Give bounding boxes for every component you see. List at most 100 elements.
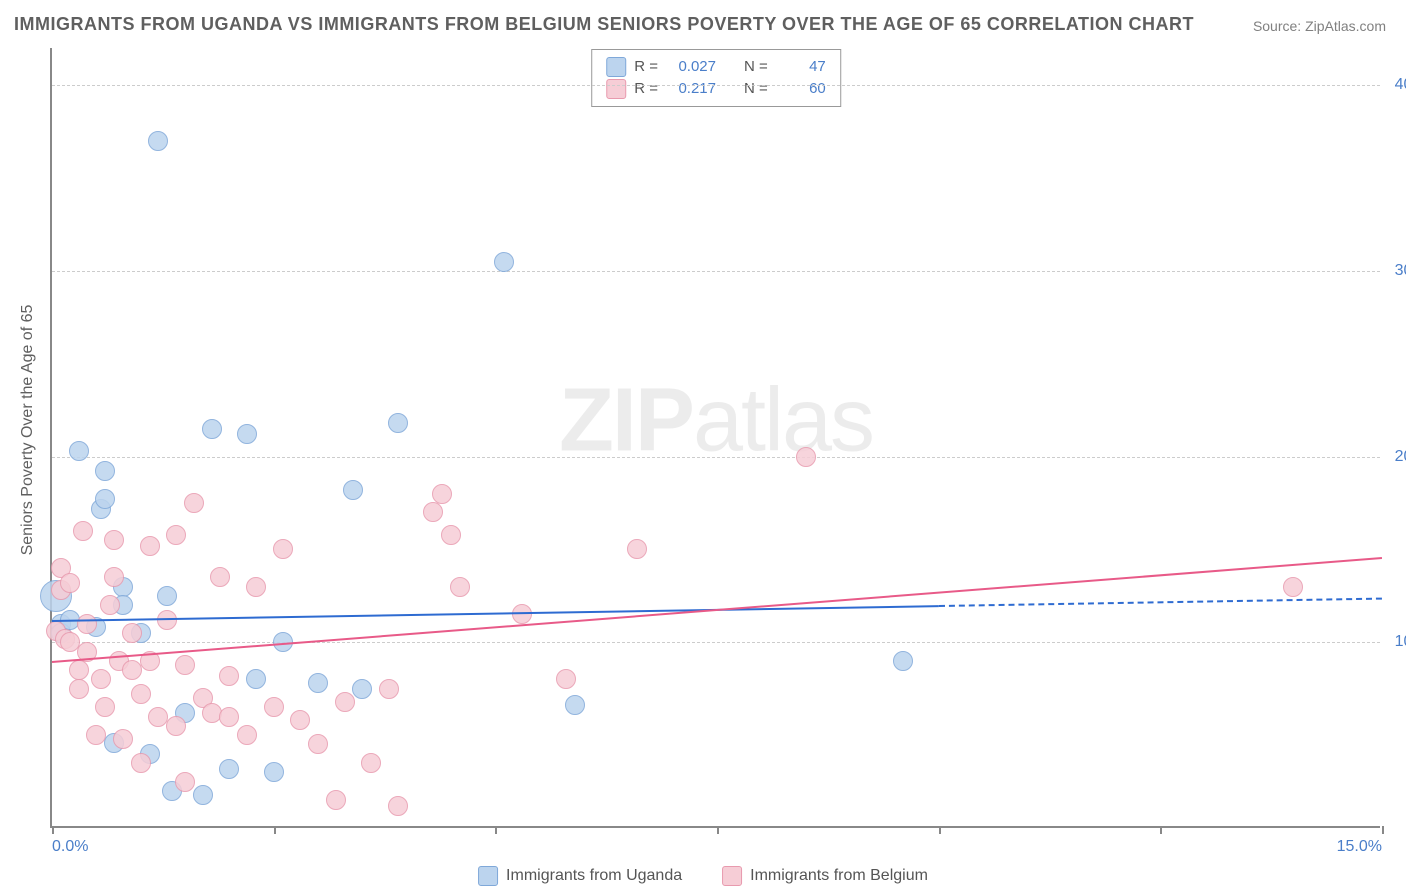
x-tick bbox=[1382, 826, 1384, 834]
data-point bbox=[175, 772, 195, 792]
gridline bbox=[52, 642, 1380, 643]
legend-item-uganda: Immigrants from Uganda bbox=[478, 866, 682, 886]
legend-swatch-uganda-icon bbox=[478, 866, 498, 886]
data-point bbox=[202, 703, 222, 723]
data-point bbox=[450, 577, 470, 597]
chart-title: IMMIGRANTS FROM UGANDA VS IMMIGRANTS FRO… bbox=[14, 14, 1194, 35]
data-point bbox=[343, 480, 363, 500]
legend-swatch-belgium-icon bbox=[722, 866, 742, 886]
legend-n-value-belgium: 60 bbox=[776, 78, 826, 100]
data-point bbox=[361, 753, 381, 773]
data-point bbox=[290, 710, 310, 730]
y-tick-label: 10.0% bbox=[1385, 633, 1406, 651]
data-point bbox=[246, 669, 266, 689]
legend-n-label: N = bbox=[744, 56, 768, 78]
gridline bbox=[52, 85, 1380, 86]
data-point bbox=[352, 679, 372, 699]
data-point bbox=[69, 679, 89, 699]
data-point bbox=[441, 525, 461, 545]
data-point bbox=[219, 707, 239, 727]
x-tick-minor bbox=[495, 826, 497, 834]
legend-n-value-uganda: 47 bbox=[776, 56, 826, 78]
data-point bbox=[388, 796, 408, 816]
data-point bbox=[184, 493, 204, 513]
x-tick bbox=[52, 826, 54, 834]
legend-n-label: N = bbox=[744, 78, 768, 100]
trend-line bbox=[52, 557, 1382, 663]
data-point bbox=[100, 595, 120, 615]
trend-line bbox=[939, 598, 1382, 607]
data-point bbox=[308, 734, 328, 754]
data-point bbox=[796, 447, 816, 467]
x-tick-minor bbox=[939, 826, 941, 834]
data-point bbox=[273, 539, 293, 559]
data-point bbox=[512, 604, 532, 624]
data-point bbox=[326, 790, 346, 810]
data-point bbox=[219, 666, 239, 686]
data-point bbox=[60, 573, 80, 593]
y-axis-label: Seniors Poverty Over the Age of 65 bbox=[19, 305, 37, 556]
legend-label-belgium: Immigrants from Belgium bbox=[750, 867, 928, 885]
data-point bbox=[308, 673, 328, 693]
data-point bbox=[122, 660, 142, 680]
data-point bbox=[423, 502, 443, 522]
data-point bbox=[122, 623, 142, 643]
data-point bbox=[77, 614, 97, 634]
data-point bbox=[494, 252, 514, 272]
legend-swatch-belgium bbox=[606, 79, 626, 99]
data-point bbox=[148, 131, 168, 151]
data-point bbox=[379, 679, 399, 699]
data-point bbox=[219, 759, 239, 779]
legend-item-belgium: Immigrants from Belgium bbox=[722, 866, 928, 886]
data-point bbox=[627, 539, 647, 559]
data-point bbox=[193, 785, 213, 805]
gridline bbox=[52, 457, 1380, 458]
data-point bbox=[388, 413, 408, 433]
data-point bbox=[113, 729, 133, 749]
data-point bbox=[210, 567, 230, 587]
data-point bbox=[73, 521, 93, 541]
data-point bbox=[131, 753, 151, 773]
legend-row-uganda: R = 0.027 N = 47 bbox=[606, 56, 826, 78]
data-point bbox=[237, 725, 257, 745]
scatter-plot-area: ZIPatlas R = 0.027 N = 47 R = 0.217 N = … bbox=[50, 48, 1380, 828]
source-attribution: Source: ZipAtlas.com bbox=[1253, 18, 1386, 34]
data-point bbox=[335, 692, 355, 712]
x-tick-minor bbox=[1160, 826, 1162, 834]
legend-r-value-uganda: 0.027 bbox=[666, 56, 716, 78]
data-point bbox=[246, 577, 266, 597]
data-point bbox=[432, 484, 452, 504]
data-point bbox=[69, 660, 89, 680]
legend-r-value-belgium: 0.217 bbox=[666, 78, 716, 100]
x-tick-minor bbox=[717, 826, 719, 834]
data-point bbox=[175, 655, 195, 675]
data-point bbox=[95, 489, 115, 509]
legend-r-label: R = bbox=[634, 56, 658, 78]
data-point bbox=[157, 586, 177, 606]
data-point bbox=[893, 651, 913, 671]
x-tick-minor bbox=[274, 826, 276, 834]
data-point bbox=[237, 424, 257, 444]
data-point bbox=[91, 669, 111, 689]
y-tick-label: 20.0% bbox=[1385, 448, 1406, 466]
data-point bbox=[69, 441, 89, 461]
x-tick-label: 0.0% bbox=[52, 838, 88, 856]
data-point bbox=[264, 762, 284, 782]
data-point bbox=[104, 567, 124, 587]
correlation-legend: R = 0.027 N = 47 R = 0.217 N = 60 bbox=[591, 49, 841, 107]
y-tick-label: 30.0% bbox=[1385, 262, 1406, 280]
data-point bbox=[166, 525, 186, 545]
legend-r-label: R = bbox=[634, 78, 658, 100]
data-point bbox=[166, 716, 186, 736]
x-tick-label: 15.0% bbox=[1337, 838, 1382, 856]
series-legend: Immigrants from Uganda Immigrants from B… bbox=[478, 866, 928, 886]
trend-line bbox=[52, 605, 939, 622]
gridline bbox=[52, 271, 1380, 272]
data-point bbox=[556, 669, 576, 689]
y-tick-label: 40.0% bbox=[1385, 76, 1406, 94]
data-point bbox=[202, 419, 222, 439]
legend-row-belgium: R = 0.217 N = 60 bbox=[606, 78, 826, 100]
data-point bbox=[264, 697, 284, 717]
data-point bbox=[131, 684, 151, 704]
data-point bbox=[1283, 577, 1303, 597]
